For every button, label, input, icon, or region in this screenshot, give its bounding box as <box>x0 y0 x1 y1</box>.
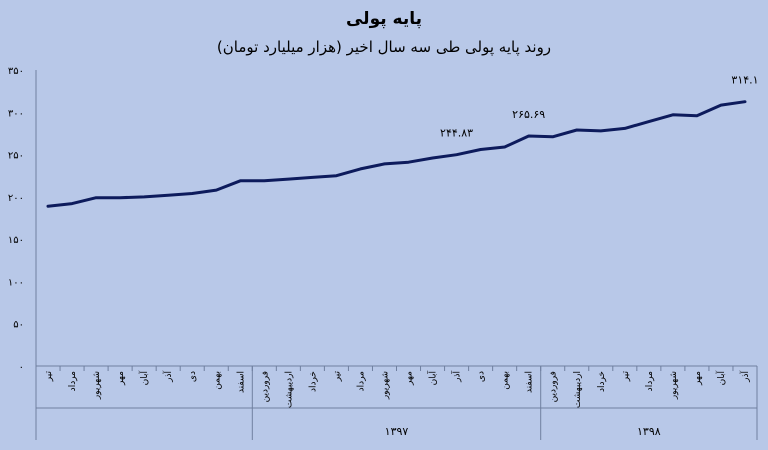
x-tick-label: اسفند <box>525 371 535 393</box>
x-tick-label: دی <box>188 371 198 382</box>
x-tick-label: اردیبهشت <box>573 371 583 408</box>
chart-subtitle: روند پایه پولی طی سه سال اخیر (هزار میلی… <box>217 38 551 57</box>
y-tick-label: ۳۵۰ <box>8 66 24 77</box>
x-group-label: ۱۳۹۷ <box>385 425 409 438</box>
x-tick-label: خرداد <box>308 371 318 392</box>
x-tick-label: آبان <box>715 371 727 386</box>
x-tick-label: مهر <box>405 371 415 386</box>
data-label: ۲۶۵.۶۹ <box>512 108 545 121</box>
x-tick-label: مهر <box>693 371 703 386</box>
x-tick-label: آبان <box>138 371 150 386</box>
y-tick-label: ۱۰۰ <box>8 277 24 288</box>
x-tick-label: اسفند <box>236 371 246 393</box>
y-tick-label: ۵۰ <box>13 320 24 331</box>
x-tick-label: خرداد <box>597 371 607 392</box>
x-tick-label: آذر <box>739 371 751 383</box>
x-tick-label: مرداد <box>356 371 366 391</box>
plot-area <box>36 70 757 366</box>
y-tick-label: ۱۵۰ <box>8 235 24 246</box>
y-axis: ۰ ۵۰ ۱۰۰ ۱۵۰ ۲۰۰ ۲۵۰ ۳۰۰ ۳۵۰ <box>8 66 37 373</box>
x-tick-label: مهر <box>116 371 126 386</box>
y-tick-label: ۲۵۰ <box>8 151 24 162</box>
x-tick-label: فروردین <box>549 371 559 402</box>
y-tick-label: ۳۰۰ <box>8 108 24 119</box>
x-tick-label: بهمن <box>212 371 222 390</box>
x-tick-label: شهریور <box>380 371 390 400</box>
x-tick-label: تیر <box>332 371 342 383</box>
x-tick-label: آبان <box>427 371 439 386</box>
x-tick-label: شهریور <box>92 371 102 400</box>
data-label: ۲۴۴.۸۳ <box>440 127 473 140</box>
data-labels: ۲۴۴.۸۳ ۲۶۵.۶۹ ۳۱۴.۱ <box>440 74 758 140</box>
x-tick-label: مرداد <box>645 371 655 391</box>
y-tick-label: ۲۰۰ <box>8 193 24 204</box>
data-label: ۳۱۴.۱ <box>731 74 758 87</box>
y-tick-label: ۰ <box>19 362 24 373</box>
x-tick-label: آذر <box>451 371 463 383</box>
x-group-label: ۱۳۹۸ <box>637 425 661 438</box>
x-tick-label: تیر <box>44 371 54 383</box>
x-tick-label: آذر <box>162 371 174 383</box>
series-line <box>46 100 747 208</box>
chart-title: پایه پولی <box>346 9 422 29</box>
x-axis: تیر مرداد شهریور مهر آبان آذر دی بهمن اسفند فرورد… <box>35 365 758 440</box>
x-tick-label: مرداد <box>68 371 78 391</box>
x-tick-label: تیر <box>621 371 631 383</box>
series <box>46 100 747 208</box>
x-tick-label: بهمن <box>501 371 511 390</box>
x-tick-label: شهریور <box>669 371 679 400</box>
x-tick-label: دی <box>477 371 487 382</box>
x-tick-label: اردیبهشت <box>284 371 294 408</box>
x-tick-label: فروردین <box>260 371 270 402</box>
